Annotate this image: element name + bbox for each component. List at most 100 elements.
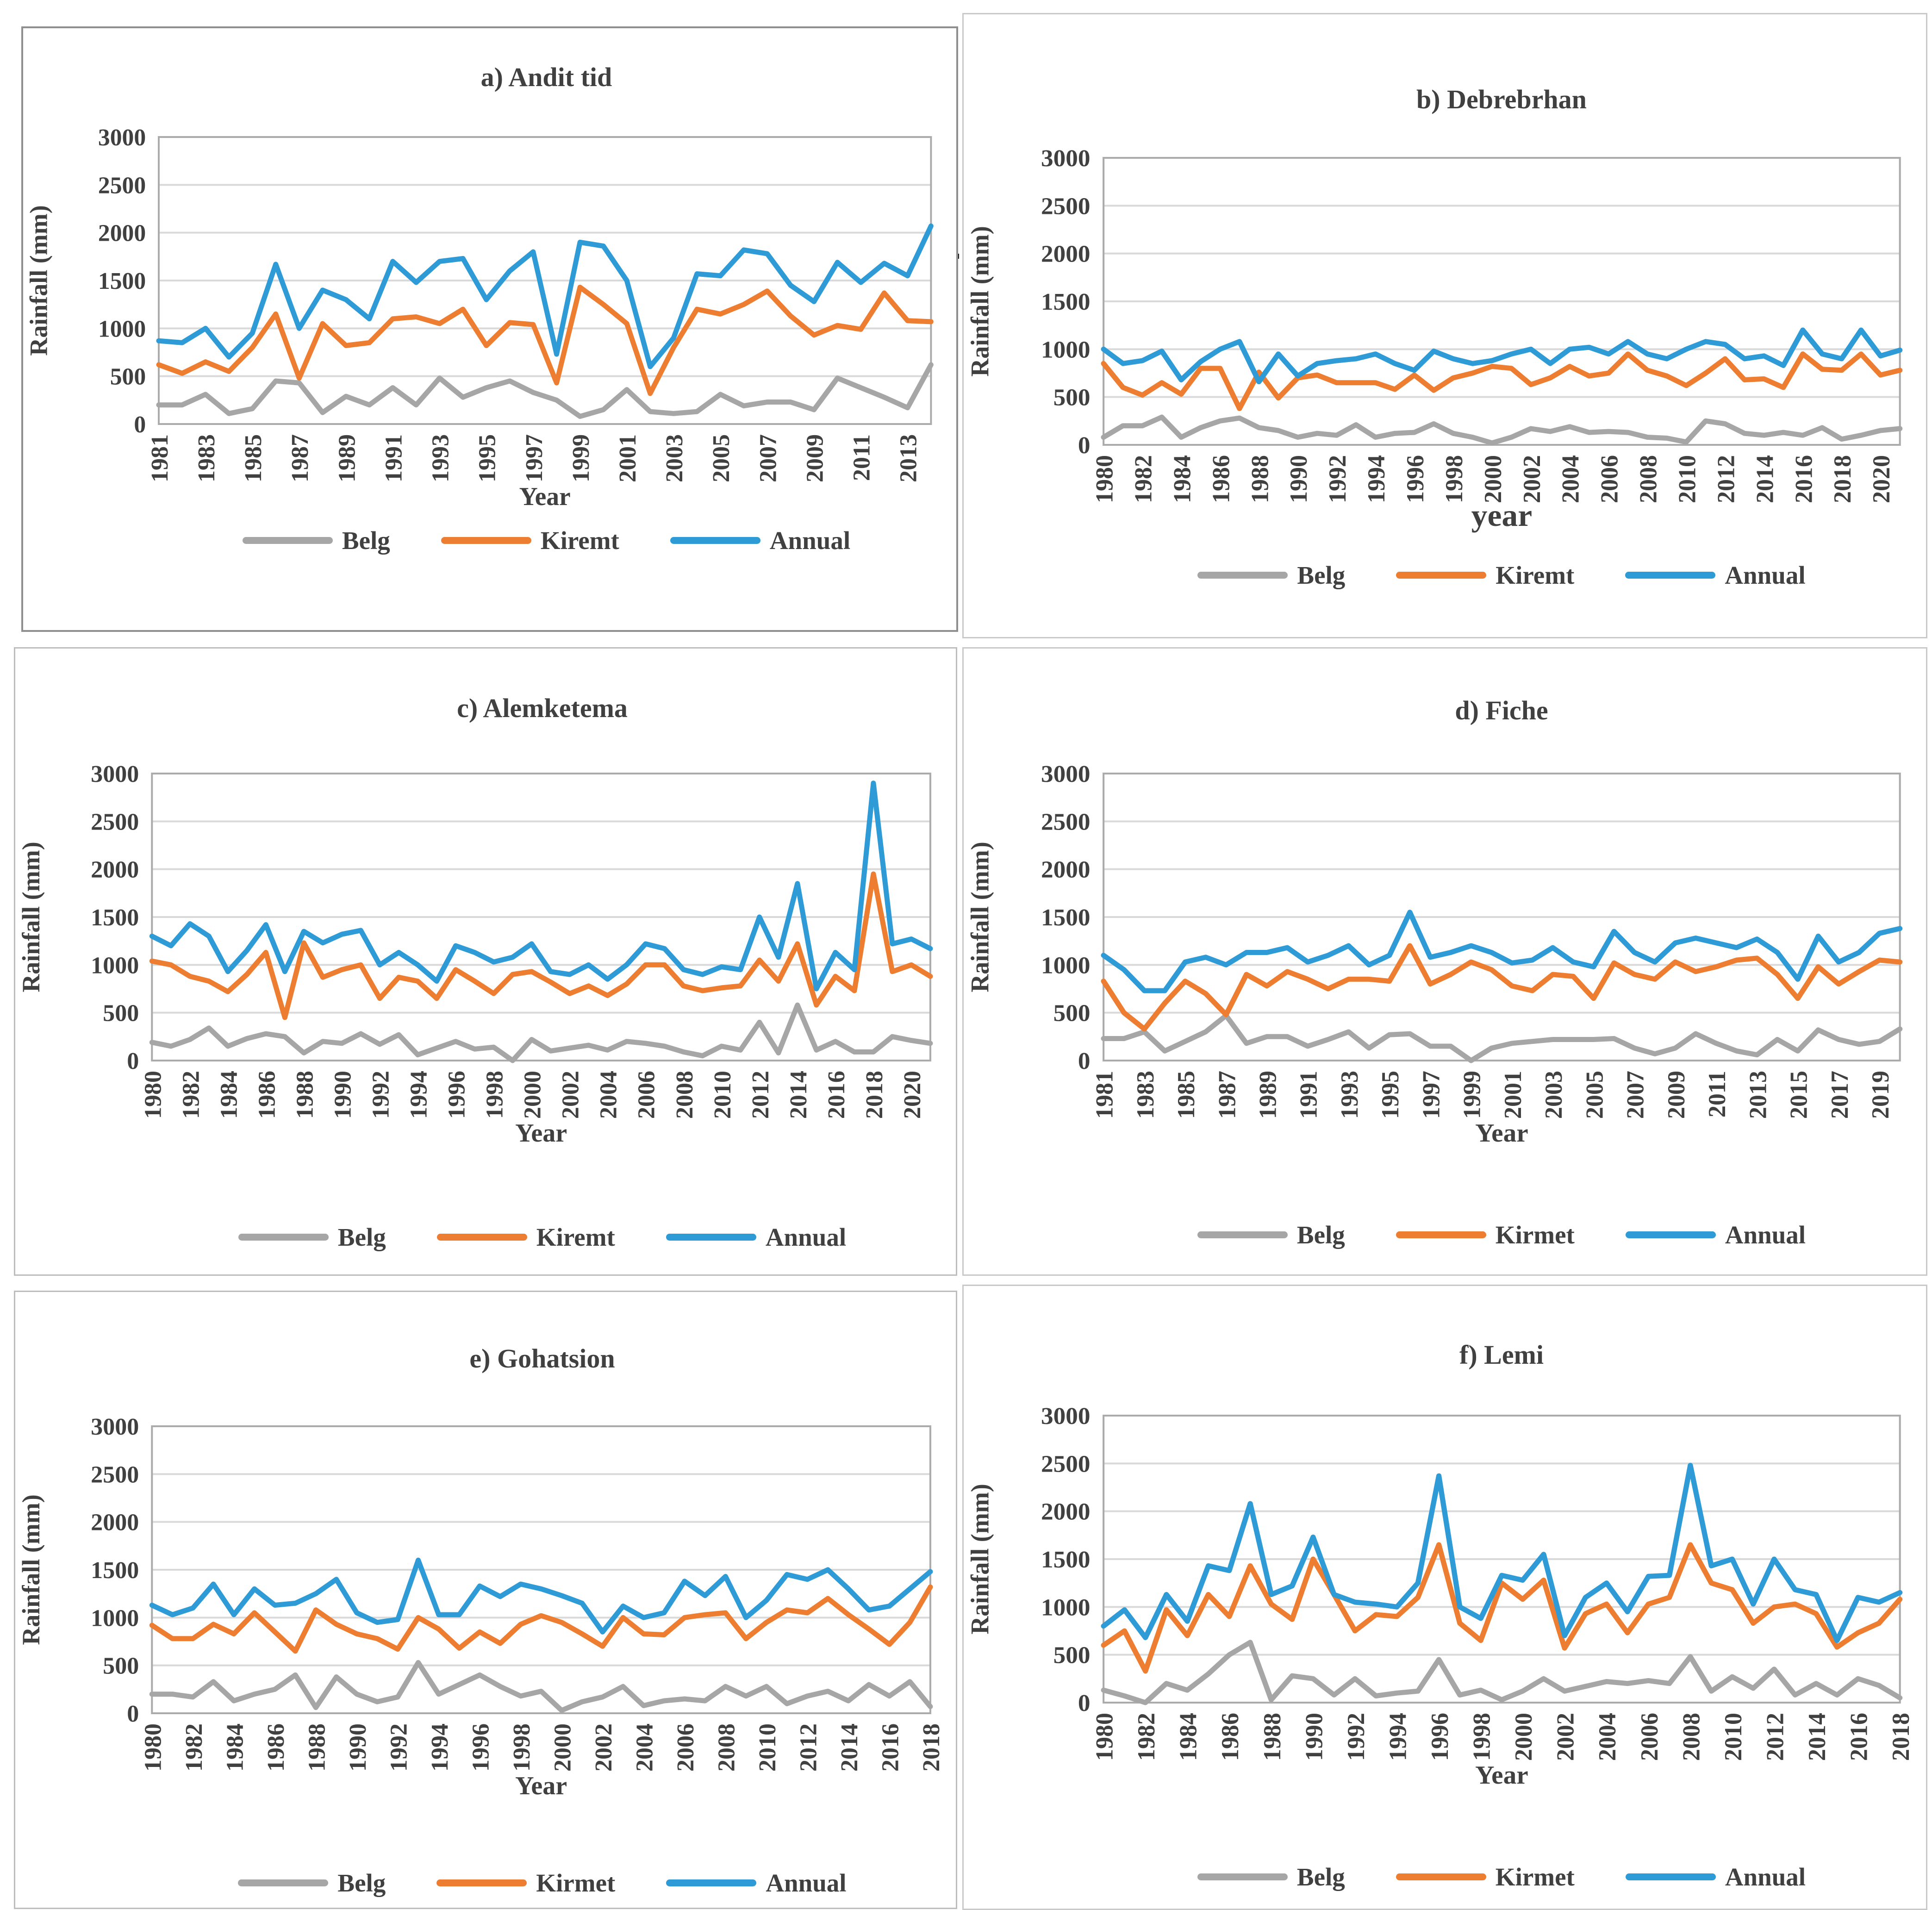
x-tick-label: 1998 xyxy=(482,1071,508,1119)
y-axis-title: Rainfall (mm) xyxy=(966,1484,994,1634)
y-tick-label: 500 xyxy=(103,1653,139,1679)
x-tick-label: 1990 xyxy=(1301,1713,1328,1761)
x-tick-label: 2008 xyxy=(713,1723,740,1772)
x-tick-label: 2007 xyxy=(1622,1071,1649,1119)
panel-gohatsion: e) Gohatsion 0 500 1000 1500 2000 2500 3000 Rai… xyxy=(14,1291,957,1909)
y-tick-label: 500 xyxy=(110,364,146,390)
x-tick-label: 2004 xyxy=(1557,455,1584,503)
y-tick-label: 1000 xyxy=(1041,1594,1090,1621)
x-tick-label: 1984 xyxy=(1175,1713,1202,1761)
y-tick-label: 2500 xyxy=(1041,1451,1090,1477)
y-tick-label: 3000 xyxy=(91,761,139,787)
legend-item-annual: Annual xyxy=(1625,561,1806,590)
x-tick-label: 1986 xyxy=(1217,1713,1244,1761)
gridlines xyxy=(1103,1462,1900,1656)
legend-label-annual: Annual xyxy=(769,526,851,555)
x-tick-label: 2011 xyxy=(849,434,875,481)
x-tick-label: 1989 xyxy=(334,434,360,482)
x-tick-label: 1997 xyxy=(1418,1071,1445,1119)
y-axis-title: Rainfall (mm) xyxy=(17,1494,45,1645)
legend-lemi: Belg Kirmet Annual xyxy=(1103,1862,1901,1891)
x-tick-label: 2018 xyxy=(1829,455,1857,503)
x-tick-label: 2005 xyxy=(708,434,735,482)
x-tick-label: 1981 xyxy=(1091,1071,1118,1119)
legend-label-belg: Belg xyxy=(337,1223,386,1251)
series-line-belg xyxy=(1101,1640,1903,1705)
legend-label-kirmet: Kirmet xyxy=(536,1869,616,1897)
x-tick-label: 2006 xyxy=(673,1723,699,1772)
y-tick-label: 0 xyxy=(1078,1690,1091,1717)
x-tick-label: 2011 xyxy=(1704,1071,1731,1117)
x-tick-label: 2017 xyxy=(1826,1071,1853,1119)
x-tick-label: 1984 xyxy=(222,1723,248,1772)
legend-swatch-belg xyxy=(242,537,333,544)
x-axis-tick-labels: 1981 1983 1985 1987 1989 1991 1993 1995 1997 1999… xyxy=(147,434,922,482)
legend-label-belg: Belg xyxy=(1296,1221,1345,1249)
chart-title-alemketema: c) Alemketema xyxy=(457,693,628,723)
y-tick-label: 3000 xyxy=(1041,145,1090,172)
y-tick-label: 1000 xyxy=(1041,952,1090,979)
panel-andit-tid: a) Andit tid 0 500 1000 1500 2000 2500 3000 Rai… xyxy=(21,26,958,632)
x-tick-label: 1998 xyxy=(1468,1713,1496,1761)
legend-item-belg: Belg xyxy=(1197,1220,1345,1249)
x-tick-label: 1998 xyxy=(1440,455,1468,503)
gridlines xyxy=(152,1473,930,1667)
legend-label-kiremt: Kiremt xyxy=(1496,561,1575,589)
chart-title-fiche: d) Fiche xyxy=(1455,695,1548,725)
legend-swatch-kirmet xyxy=(1396,1873,1486,1880)
x-tick-label: 2020 xyxy=(899,1071,926,1119)
line-chart-lemi: 0 500 1000 1500 2000 2500 3000 Rainfall (mm) 198… xyxy=(966,1403,1915,1790)
series-line-kirmet xyxy=(149,1584,933,1654)
legend-alemketema: Belg Kiremt Annual xyxy=(154,1223,930,1252)
series-line-annual xyxy=(149,1557,933,1635)
y-tick-label: 2000 xyxy=(1041,241,1090,267)
legend-andit-tid: Belg Kiremt Annual xyxy=(162,526,931,555)
plot-border xyxy=(1103,157,1901,446)
y-axis-title: Rainfall (mm) xyxy=(966,842,994,992)
legend-item-annual: Annual xyxy=(1625,1220,1806,1249)
x-tick-label: 2012 xyxy=(1762,1713,1789,1761)
legend-swatch-annual xyxy=(1625,1873,1716,1880)
x-tick-label: 2018 xyxy=(861,1071,888,1119)
y-tick-label: 1500 xyxy=(98,268,146,294)
y-tick-label: 2500 xyxy=(1041,809,1090,835)
legend-item-annual: Annual xyxy=(666,1868,847,1898)
panel-debrebrhan: b) Debrebrhan 0 500 1000 1500 2000 2500 3000 Ra… xyxy=(962,13,1927,638)
series-line-annual xyxy=(1101,910,1903,993)
legend-swatch-kiremt xyxy=(436,1234,527,1241)
x-tick-label: 1982 xyxy=(181,1723,207,1772)
x-tick-label: 2015 xyxy=(1785,1071,1813,1119)
x-tick-label: 2020 xyxy=(1868,455,1895,503)
legend-item-belg: Belg xyxy=(238,1868,386,1898)
y-axis-tick-labels: 0 500 1000 1500 2000 2500 3000 xyxy=(98,125,146,438)
y-tick-label: 2500 xyxy=(98,172,146,199)
x-tick-label: 1986 xyxy=(1208,455,1235,503)
x-tick-label: 1994 xyxy=(406,1071,432,1119)
x-tick-label: 2008 xyxy=(672,1071,698,1119)
y-tick-label: 2000 xyxy=(91,1510,139,1536)
y-axis-title: Rainfall (mm) xyxy=(966,226,994,376)
x-tick-label: 1990 xyxy=(1285,455,1313,503)
legend-label-annual: Annual xyxy=(766,1869,847,1897)
chart-title-andit-tid: a) Andit tid xyxy=(480,62,612,92)
series-line-kiremt xyxy=(1101,351,1903,411)
x-tick-label: 1986 xyxy=(263,1723,289,1772)
x-tick-label: 1996 xyxy=(444,1071,470,1119)
x-tick-label: 1991 xyxy=(1295,1071,1322,1119)
y-axis-tick-labels: 0 500 1000 1500 2000 2500 3000 xyxy=(1041,1403,1090,1717)
x-tick-label: 2006 xyxy=(634,1071,660,1119)
x-tick-label: 2001 xyxy=(1499,1071,1527,1119)
series-line-annual xyxy=(1101,1463,1903,1643)
y-axis-tick-labels: 0 500 1000 1500 2000 2500 3000 xyxy=(1041,761,1090,1074)
series-line-belg xyxy=(1101,1013,1903,1063)
x-tick-label: 1990 xyxy=(330,1071,356,1119)
x-tick-label: 1985 xyxy=(1173,1071,1200,1119)
x-tick-label: 2014 xyxy=(785,1071,812,1119)
x-tick-label: 2009 xyxy=(1663,1071,1690,1119)
series-line-annual xyxy=(156,223,934,369)
y-tick-label: 0 xyxy=(127,1048,139,1074)
y-tick-label: 2000 xyxy=(91,857,139,883)
y-tick-label: 500 xyxy=(1053,384,1091,411)
line-chart-gohatsion: 0 500 1000 1500 2000 2500 3000 Rainfall (mm) 198… xyxy=(17,1414,945,1800)
x-tick-label: 2003 xyxy=(661,434,688,482)
